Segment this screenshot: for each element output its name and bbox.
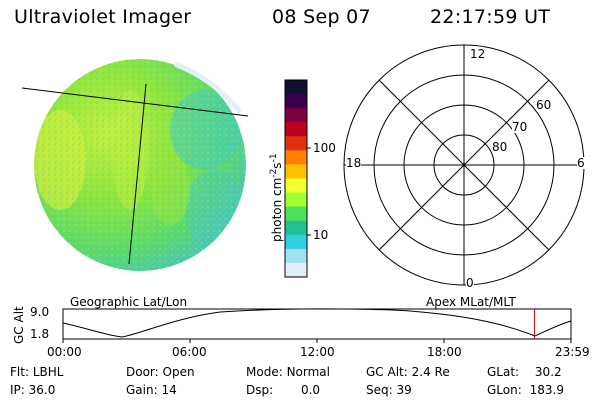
polar-diagonal-2 [378, 79, 550, 251]
colorbar-segment [285, 80, 307, 95]
mlt-label-6: 6 [577, 156, 585, 170]
status-gain: Gain: 14 [126, 384, 177, 396]
status-door: Door: Open [126, 366, 195, 378]
status-ip-value: 36.0 [28, 383, 56, 397]
timeline-xlabel-0600: 06:00 [172, 345, 207, 359]
timeline-left-title: Geographic Lat/Lon [70, 295, 188, 309]
altitude-curve [62, 308, 572, 338]
lat-label-80: 80 [492, 140, 508, 154]
timeline-xlabel-0000: 00:00 [47, 345, 82, 359]
status-dsp-label: Dsp: [246, 383, 274, 397]
status-glat-value: 30.2 [534, 365, 562, 379]
geo-latitude-line [21, 87, 249, 117]
time-label: 22:17:59 UT [430, 6, 551, 28]
colorbar-tick-label-10: 10 [313, 228, 329, 242]
mlt-label-18: 18 [346, 156, 362, 170]
mlt-label-12: 12 [470, 47, 486, 61]
colorbar-scale [285, 80, 307, 278]
colorbar-segment [285, 136, 307, 151]
colorbar-segment [285, 150, 307, 165]
colorbar-segment [285, 164, 307, 179]
timeline-xlabel-1800: 18:00 [427, 345, 462, 359]
status-mode-label: Mode: [246, 365, 283, 379]
timeline-ytick-min: 1.8 [30, 327, 50, 341]
colorbar-segment [285, 262, 307, 278]
status-gcalt-value: 2.4 Re [411, 365, 450, 379]
status-mode: Mode: Normal [246, 366, 330, 378]
timeline-right-title: Apex MLat/MLT [426, 295, 516, 309]
colorbar-segment [285, 122, 307, 137]
colorbar-frame [284, 79, 308, 278]
status-mode-value: Normal [286, 365, 330, 379]
colorbar-segment [285, 206, 307, 222]
status-gcalt: GC Alt: 2.4 Re [366, 366, 450, 378]
status-seq-label: Seq: [366, 383, 393, 397]
lat-label-70: 70 [512, 120, 528, 134]
status-ip-label: IP: [10, 383, 25, 397]
status-gain-label: Gain: [126, 383, 158, 397]
status-gain-value: 14 [161, 383, 177, 397]
mlt-label-0: 0 [466, 276, 474, 290]
colorbar-segment [285, 248, 307, 264]
status-glon-label: GLon: [487, 383, 522, 397]
status-door-value: Open [162, 365, 195, 379]
colorbar-tick-label-100: 100 [313, 141, 336, 155]
status-glat-label: GLat: [487, 365, 520, 379]
status-dsp: Dsp: 0.0 [246, 384, 320, 396]
colorbar-segment [285, 192, 307, 208]
status-seq-value: 39 [396, 383, 412, 397]
status-seq: Seq: 39 [366, 384, 412, 396]
status-glon: GLon: 183.9 [487, 384, 564, 396]
status-flt-label: Flt: [10, 365, 29, 379]
status-dsp-value: 0.0 [300, 383, 321, 397]
colorbar-segment [285, 178, 307, 194]
lat-label-60: 60 [536, 98, 552, 112]
timeline-xlabel-1200: 12:00 [300, 345, 335, 359]
timeline-ytick-max: 9.0 [30, 305, 50, 319]
uv-image-disk [34, 59, 246, 271]
timeline-xlabel-2359: 23:59 [555, 345, 590, 359]
colorbar-segment [285, 94, 307, 109]
status-ip: IP: 36.0 [10, 384, 55, 396]
colorbar-segment [285, 108, 307, 123]
date-label: 08 Sep 07 [272, 6, 371, 28]
status-glat: GLat: 30.2 [487, 366, 562, 378]
limb-edge [174, 61, 242, 114]
status-flt: Flt: LBHL [10, 366, 63, 378]
colorbar-segment [285, 234, 307, 250]
geo-longitude-line [128, 83, 147, 265]
colorbar-segment [285, 220, 307, 236]
status-glon-value: 183.9 [529, 383, 564, 397]
status-flt-value: LBHL [32, 365, 64, 379]
app-title: Ultraviolet Imager [14, 6, 192, 28]
status-gcalt-label: GC Alt: [366, 365, 408, 379]
status-door-label: Door: [126, 365, 159, 379]
